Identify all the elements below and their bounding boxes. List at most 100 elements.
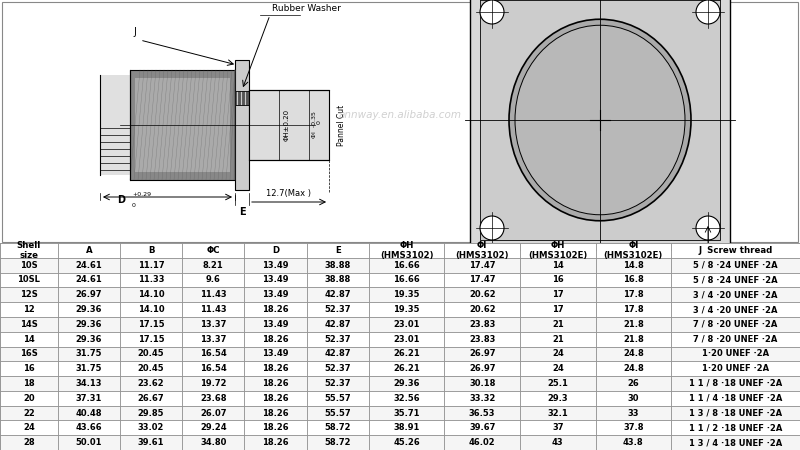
Text: 40.48: 40.48 bbox=[76, 409, 102, 418]
Text: 26.97: 26.97 bbox=[469, 364, 495, 373]
Text: 33.02: 33.02 bbox=[138, 423, 164, 432]
Bar bbox=[369, 376, 445, 391]
Text: 52.37: 52.37 bbox=[325, 305, 351, 314]
Bar bbox=[182, 302, 245, 317]
Text: 43.66: 43.66 bbox=[75, 423, 102, 432]
Bar bbox=[120, 243, 182, 258]
Text: +0.25: +0.25 bbox=[725, 266, 746, 272]
Bar bbox=[445, 273, 520, 288]
Text: 26.21: 26.21 bbox=[394, 364, 420, 373]
Text: 21: 21 bbox=[552, 335, 564, 344]
Text: 26: 26 bbox=[627, 379, 639, 388]
Text: Pannel Cut: Pannel Cut bbox=[337, 104, 346, 146]
Text: 34.13: 34.13 bbox=[76, 379, 102, 388]
Text: 7 / 8 ·20 UNEF ·2A: 7 / 8 ·20 UNEF ·2A bbox=[694, 320, 778, 329]
Bar bbox=[671, 420, 800, 435]
Bar bbox=[671, 346, 800, 361]
Bar bbox=[245, 258, 306, 273]
Text: 11.43: 11.43 bbox=[200, 305, 226, 314]
Text: 23.83: 23.83 bbox=[469, 320, 495, 329]
Text: 9.6: 9.6 bbox=[206, 275, 221, 284]
Text: 38.88: 38.88 bbox=[325, 261, 351, 270]
Bar bbox=[120, 302, 182, 317]
Text: 11.33: 11.33 bbox=[138, 275, 164, 284]
Bar bbox=[306, 405, 369, 420]
Text: 12S: 12S bbox=[20, 290, 38, 299]
Text: 23.62: 23.62 bbox=[138, 379, 165, 388]
Bar bbox=[369, 258, 445, 273]
Bar bbox=[0, 420, 58, 435]
Bar bbox=[58, 435, 120, 450]
Text: 52.37: 52.37 bbox=[325, 335, 351, 344]
Bar bbox=[595, 302, 671, 317]
Text: 17.15: 17.15 bbox=[138, 335, 165, 344]
Bar bbox=[306, 361, 369, 376]
Bar bbox=[671, 258, 800, 273]
Bar bbox=[671, 391, 800, 405]
Bar bbox=[595, 361, 671, 376]
Bar bbox=[245, 332, 306, 346]
Bar bbox=[671, 288, 800, 302]
Text: 38.91: 38.91 bbox=[394, 423, 420, 432]
Bar bbox=[245, 243, 306, 258]
Text: 1 3 / 4 ·18 UNEF ·2A: 1 3 / 4 ·18 UNEF ·2A bbox=[689, 438, 782, 447]
Bar bbox=[182, 391, 245, 405]
Bar bbox=[369, 273, 445, 288]
Bar bbox=[671, 332, 800, 346]
Text: 24.61: 24.61 bbox=[75, 275, 102, 284]
Text: ΦC: ΦC bbox=[206, 246, 220, 255]
Bar bbox=[120, 435, 182, 450]
Text: J  Screw thread: J Screw thread bbox=[698, 246, 773, 255]
Text: 18.26: 18.26 bbox=[262, 335, 289, 344]
Bar bbox=[245, 435, 306, 450]
Bar bbox=[445, 420, 520, 435]
Bar bbox=[120, 420, 182, 435]
Bar bbox=[0, 273, 58, 288]
Text: D: D bbox=[272, 246, 279, 255]
Bar bbox=[0, 288, 58, 302]
Text: 17.15: 17.15 bbox=[138, 320, 165, 329]
Text: ΦI
(HMS3102): ΦI (HMS3102) bbox=[455, 241, 509, 260]
Text: 52.37: 52.37 bbox=[325, 364, 351, 373]
Text: 12.7(Max ): 12.7(Max ) bbox=[266, 189, 311, 198]
Text: 32.56: 32.56 bbox=[394, 394, 420, 403]
Bar bbox=[0, 332, 58, 346]
Bar bbox=[58, 405, 120, 420]
Text: J: J bbox=[134, 27, 137, 37]
Text: 26.97: 26.97 bbox=[469, 349, 495, 358]
Text: 26.07: 26.07 bbox=[200, 409, 226, 418]
Bar bbox=[306, 332, 369, 346]
Text: 11.17: 11.17 bbox=[138, 261, 165, 270]
Bar bbox=[135, 78, 230, 172]
Text: 30.18: 30.18 bbox=[469, 379, 495, 388]
Text: 26.21: 26.21 bbox=[394, 349, 420, 358]
Text: 1·20 UNEF ·2A: 1·20 UNEF ·2A bbox=[702, 364, 769, 373]
Bar bbox=[445, 405, 520, 420]
Text: 18.26: 18.26 bbox=[262, 364, 289, 373]
Text: E: E bbox=[238, 207, 246, 217]
Text: 33.32: 33.32 bbox=[469, 394, 495, 403]
Bar bbox=[182, 332, 245, 346]
Text: 38.88: 38.88 bbox=[325, 275, 351, 284]
Bar bbox=[671, 302, 800, 317]
Bar bbox=[520, 317, 595, 332]
Text: ΦI
(HMS3102E): ΦI (HMS3102E) bbox=[604, 241, 663, 260]
Text: ΦH±0.20: ΦH±0.20 bbox=[284, 109, 290, 141]
Text: 13.49: 13.49 bbox=[262, 290, 289, 299]
Bar bbox=[58, 302, 120, 317]
Bar bbox=[369, 435, 445, 450]
Text: 42.87: 42.87 bbox=[325, 320, 351, 329]
Text: 1 1 / 8 ·18 UNEF ·2A: 1 1 / 8 ·18 UNEF ·2A bbox=[689, 379, 782, 388]
Text: 29.85: 29.85 bbox=[138, 409, 164, 418]
Text: 16.66: 16.66 bbox=[394, 275, 420, 284]
Bar bbox=[445, 302, 520, 317]
Text: 24: 24 bbox=[552, 349, 564, 358]
Text: 26.67: 26.67 bbox=[138, 394, 165, 403]
Text: 29.36: 29.36 bbox=[76, 335, 102, 344]
Bar bbox=[306, 288, 369, 302]
Bar bbox=[0, 317, 58, 332]
Text: 29.36: 29.36 bbox=[76, 320, 102, 329]
Bar bbox=[182, 361, 245, 376]
Bar bbox=[595, 435, 671, 450]
Text: 14.10: 14.10 bbox=[138, 290, 165, 299]
